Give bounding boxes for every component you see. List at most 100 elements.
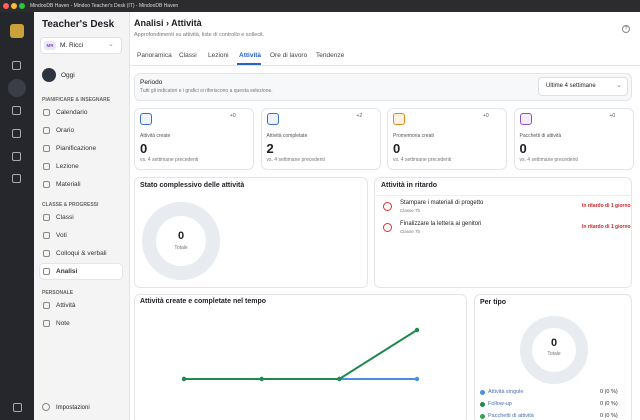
rail-icon[interactable] — [13, 403, 22, 412]
divider — [374, 195, 632, 196]
legend-dot — [480, 390, 485, 395]
nav-icon — [43, 163, 50, 170]
user-name: M. Ricci — [60, 42, 84, 49]
nav-item[interactable]: Materiali — [40, 177, 122, 192]
minimize-button[interactable] — [11, 3, 17, 9]
stat-delta: +0 — [230, 113, 236, 119]
stat-label: Promemoria creati — [393, 133, 434, 139]
nav-label: Note — [56, 320, 70, 327]
nav-label: Pianificazione — [56, 145, 97, 152]
nav-icon — [43, 109, 50, 116]
section-label: CLASSE & PROGRESSI — [42, 202, 99, 208]
nav-item[interactable]: Classi — [40, 210, 122, 225]
rail-icon-active[interactable] — [8, 79, 26, 97]
help-button[interactable]: ? — [622, 25, 630, 33]
tab[interactable]: Ore di lavoro — [270, 52, 308, 59]
stat-card — [260, 108, 381, 170]
rail-icon[interactable] — [12, 152, 21, 161]
tab[interactable]: Panoramica — [137, 52, 172, 59]
period-select[interactable] — [538, 77, 628, 96]
nav-icon — [43, 145, 50, 152]
nav-label: Orario — [56, 127, 75, 134]
nav-item[interactable]: Orario — [40, 123, 122, 138]
tab[interactable]: Classi — [179, 52, 197, 59]
stat-card — [134, 108, 254, 170]
section-label: PIANIFICARE & INSEGNARE — [42, 97, 111, 103]
legend-value: 0 (0 %) — [600, 413, 618, 419]
close-button[interactable] — [3, 3, 9, 9]
nav-item[interactable]: Calendario — [40, 105, 122, 120]
title-bar — [0, 0, 640, 12]
nav-item[interactable]: Lezione — [40, 159, 122, 174]
nav-item[interactable]: Pianificazione — [40, 141, 122, 156]
series-point — [337, 376, 342, 382]
nav-icon — [43, 268, 50, 275]
section-label: PERSONALE — [42, 290, 74, 296]
nav-item[interactable]: Colloqui & verbali — [40, 246, 122, 261]
nav-item[interactable]: Oggi — [61, 72, 75, 79]
stat-note: vs. 4 settimane precedenti — [140, 157, 199, 163]
user-avatar: MR — [44, 41, 56, 50]
rail-icon[interactable] — [12, 106, 21, 115]
stat-value: 0 — [140, 141, 148, 156]
nav-item[interactable]: Note — [40, 316, 122, 331]
overdue-title: Stampare i materiali di progetto — [400, 200, 484, 206]
card-title: Stato complessivo delle attività — [140, 182, 245, 189]
rail-icon[interactable] — [12, 174, 21, 183]
series-line — [184, 329, 418, 380]
legend-value: 0 (0 %) — [600, 401, 618, 407]
by-type-donut — [520, 316, 588, 384]
stat-note: vs. 4 settimane precedenti — [266, 157, 325, 163]
stat-icon — [266, 113, 279, 125]
nav-label: Attività — [56, 302, 76, 309]
nav-icon — [43, 250, 50, 257]
nav-label: Voti — [56, 232, 67, 239]
stat-value: 0 — [519, 141, 527, 156]
stat-delta: +0 — [483, 113, 489, 119]
tab-active[interactable]: Attività — [239, 52, 262, 59]
nav-label: Materiali — [56, 181, 81, 188]
icon-rail — [0, 12, 34, 420]
series-point — [181, 376, 187, 382]
nav-item[interactable]: Attività — [40, 298, 122, 313]
card-title: Per tipo — [480, 299, 507, 306]
stat-icon — [140, 113, 152, 125]
tab[interactable]: Lezioni — [208, 52, 229, 59]
donut-total: 0 — [177, 230, 185, 242]
nav-label: Classi — [56, 214, 74, 221]
tab[interactable]: Tendenze — [316, 52, 345, 59]
today-icon — [42, 68, 56, 82]
stat-note: vs. 4 settimane precedenti — [519, 157, 578, 163]
overdue-class: Classe 7b — [400, 229, 421, 234]
line-chart — [181, 327, 420, 382]
nav-item-active[interactable]: Analisi — [40, 264, 122, 279]
stat-label: Pacchetti di attività — [519, 133, 562, 139]
nav-label: Colloqui & verbali — [56, 250, 107, 257]
line-chart-card — [134, 294, 467, 420]
nav-item[interactable]: Impostazioni — [56, 405, 90, 411]
nav-icon — [43, 320, 50, 327]
tab-underline — [237, 63, 261, 65]
stat-label: Attività completate — [266, 133, 308, 139]
rail-icon[interactable] — [12, 61, 21, 70]
nav-icon — [43, 214, 50, 221]
maximize-button[interactable] — [19, 3, 25, 9]
user-selector[interactable] — [40, 37, 122, 54]
period-title: Periodo — [140, 79, 163, 86]
period-description: Tutti gli indicatori e i grafici si rife… — [140, 88, 273, 94]
nav-icon — [43, 181, 50, 188]
window-title: MindooDB Haven - Mindoo Teacher's Desk (… — [30, 3, 179, 9]
nav-label: Lezione — [56, 163, 79, 170]
legend-value: 0 (0 %) — [600, 389, 618, 395]
rail-icon[interactable] — [12, 129, 21, 138]
nav-item[interactable]: Voti — [40, 228, 122, 243]
stat-card — [387, 108, 507, 170]
nav-icon — [43, 302, 50, 309]
overdue-status: In ritardo di 1 giorno — [582, 203, 631, 209]
chart-title: Attività create e completate nel tempo — [140, 298, 267, 305]
tab-divider — [130, 65, 640, 66]
donut-ring — [520, 316, 588, 384]
nav-icon — [43, 127, 50, 134]
legend-name: Attività singole — [488, 389, 524, 395]
